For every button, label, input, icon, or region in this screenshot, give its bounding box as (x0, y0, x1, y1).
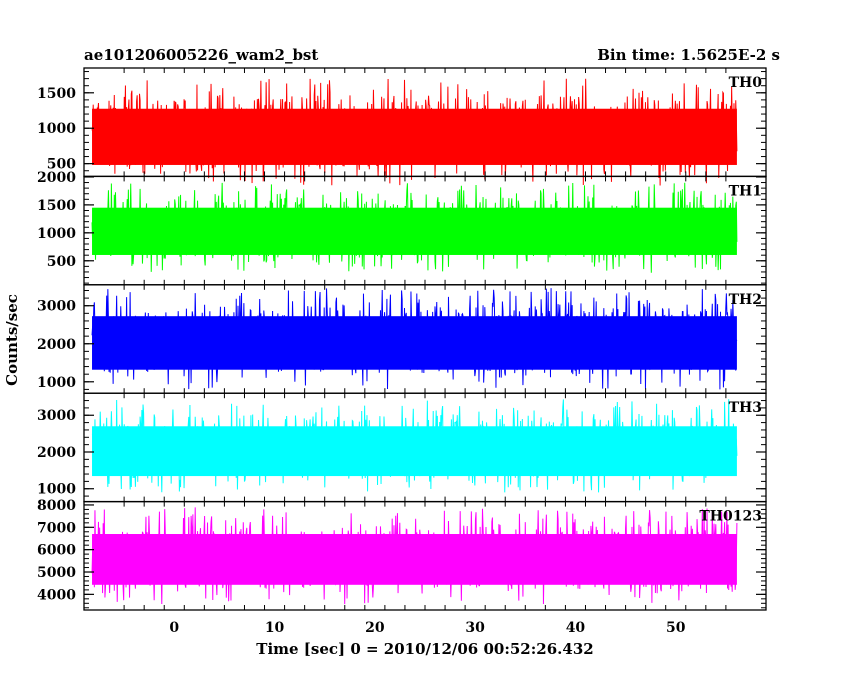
bin-time-label: Bin time: 1.5625E-2 s (597, 46, 780, 64)
chart-panels: 50010001500TH0500100015002000TH110002000… (37, 67, 767, 636)
y-tick-label: 1000 (37, 121, 76, 137)
x-tick-label: 30 (465, 620, 485, 636)
panel-th2: 1000 2000 3000 TH2 (37, 284, 767, 394)
observation-id-title: ae101206005226_wam2_bst (84, 46, 318, 64)
series-line-th0 (91, 78, 738, 186)
x-tick-label: 10 (265, 620, 285, 636)
y-tick-label: 500 (47, 254, 76, 270)
y-tick-label: 500 (47, 157, 76, 173)
y-tick-label: 5000 (37, 565, 76, 581)
series-line-th1 (91, 182, 738, 273)
y-tick-label: 1500 (37, 86, 76, 102)
y-axis-label: Counts/sec (3, 294, 21, 386)
y-tick-label: 7000 (37, 520, 76, 536)
series-line-th0123 (91, 507, 738, 605)
y-tick-label: 2000 (37, 445, 76, 461)
panel-label-th0123: TH0123 (699, 509, 762, 525)
panel-th0: 500 1000 1500 TH0 (37, 67, 767, 186)
x-tick-label: 50 (666, 620, 686, 636)
y-tick-label: 1500 (37, 198, 76, 214)
y-tick-label: 6000 (37, 543, 76, 559)
y-tick-label: 1000 (37, 482, 76, 498)
series-line-th3 (91, 399, 738, 493)
series-line-th2 (91, 288, 738, 390)
panel-label-th1: TH1 (729, 183, 762, 199)
y-tick-label: 2000 (37, 170, 76, 186)
y-tick-label: 8000 (37, 498, 76, 514)
panel-th0123: 4000 5000 6000 7000 8000 TH0123 (37, 498, 767, 611)
y-tick-label: 1000 (37, 375, 76, 391)
y-tick-label: 2000 (37, 337, 76, 353)
panel-label-th2: TH2 (729, 292, 762, 308)
panel-label-th3: TH3 (729, 400, 762, 416)
x-tick-label: 40 (566, 620, 586, 636)
y-tick-label: 3000 (37, 408, 76, 424)
y-tick-label: 3000 (37, 299, 76, 315)
x-axis-label: Time [sec] 0 = 2010/12/06 00:52:26.432 (256, 640, 593, 658)
x-tick-label: 20 (365, 620, 385, 636)
y-tick-label: 4000 (37, 587, 76, 603)
panel-th1: 500 1000 1500 2000 TH1 (37, 170, 767, 286)
y-tick-label: 1000 (37, 226, 76, 242)
panel-label-th0: TH0 (729, 75, 763, 91)
x-tick-label: 0 (169, 620, 179, 636)
panel-th3: 1000 2000 3000 TH3 (37, 392, 767, 503)
